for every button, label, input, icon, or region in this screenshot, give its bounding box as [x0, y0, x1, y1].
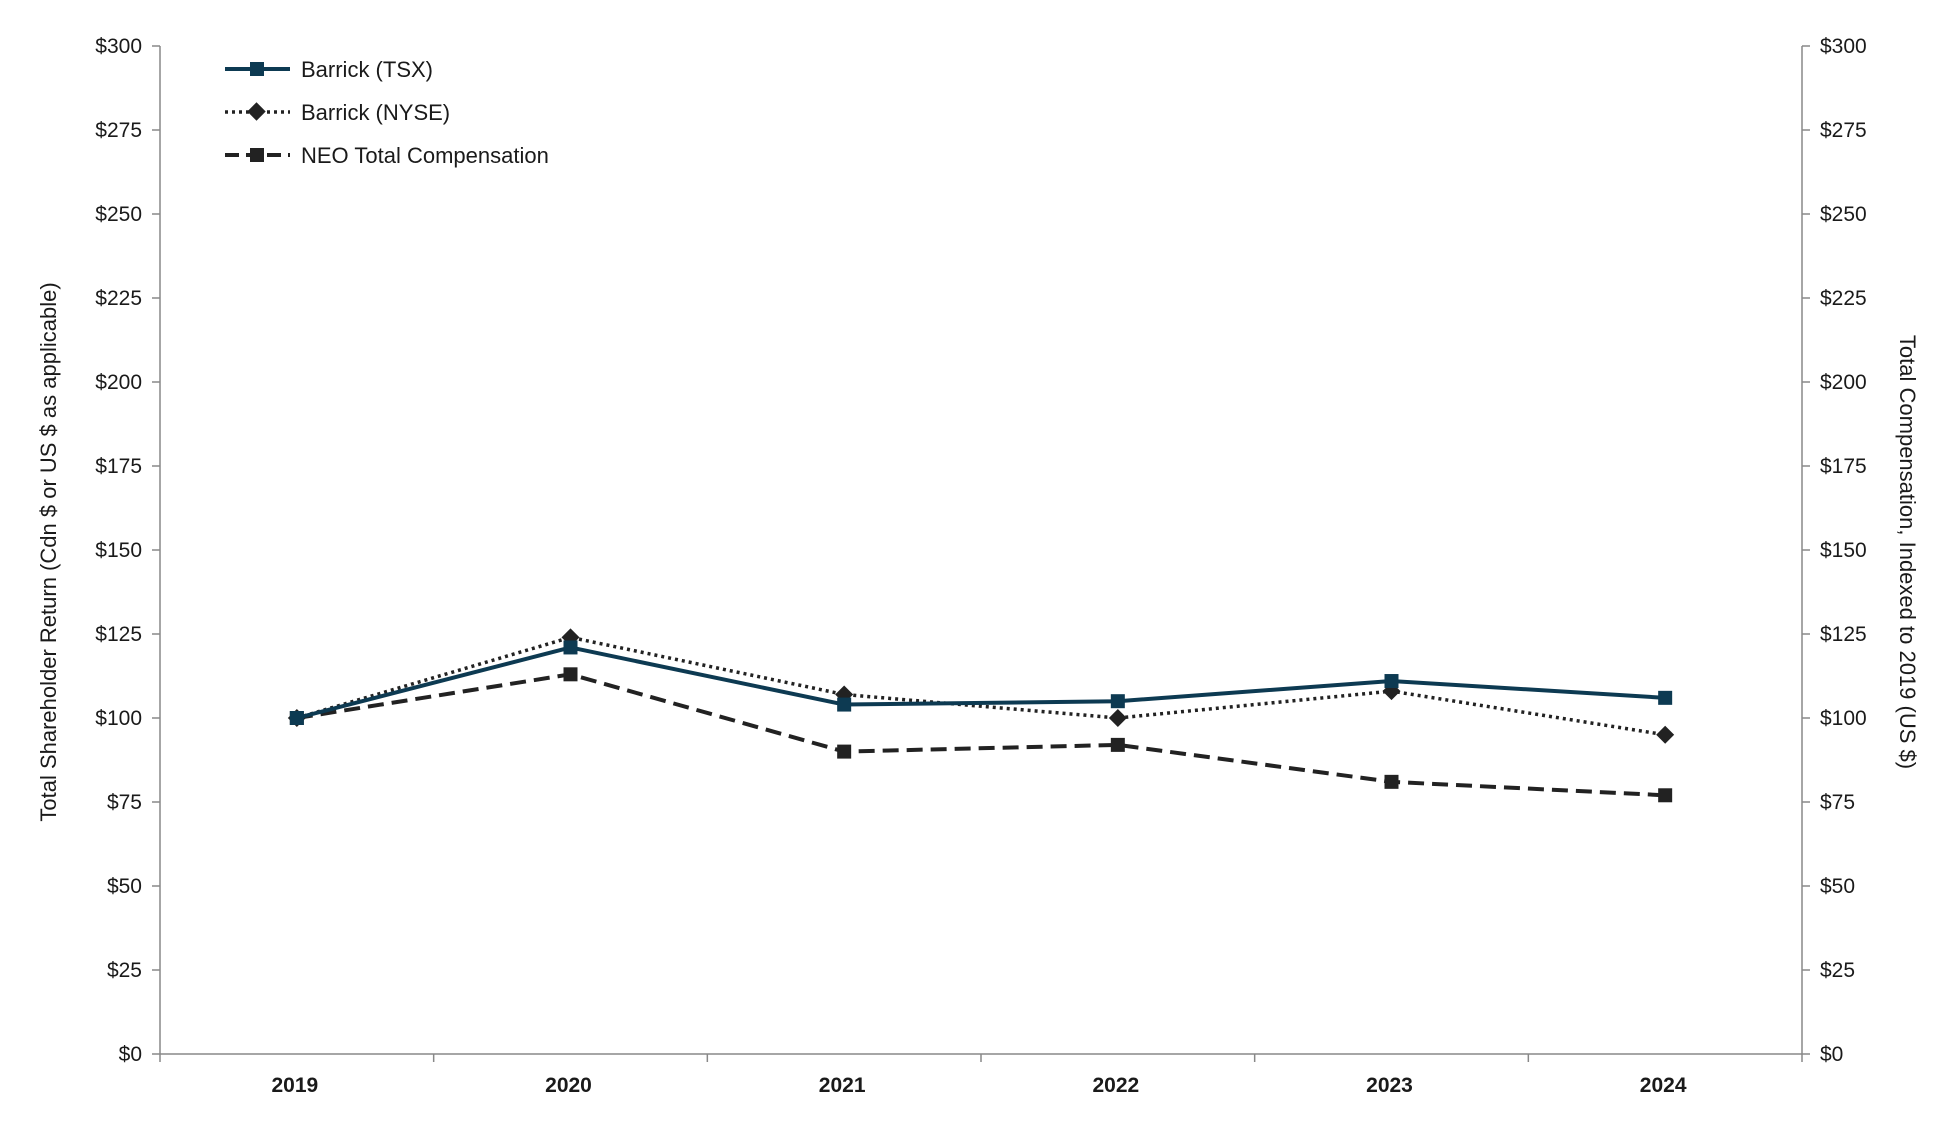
series-line-neo-total-compensation — [296, 672, 1666, 798]
series-line-barrick-nyse — [296, 635, 1666, 737]
left-tick-label: $125 — [95, 623, 142, 646]
data-point-neo-total-compensation-2020 — [563, 667, 578, 682]
left-tick-label: $25 — [107, 959, 142, 982]
x-tick-label-2024: 2024 — [1640, 1074, 1687, 1097]
x-tick-label-2019: 2019 — [271, 1074, 318, 1097]
right-tick-label: $250 — [1820, 203, 1867, 226]
left-tick-label: $250 — [95, 203, 142, 226]
right-tick-label: $300 — [1820, 35, 1867, 58]
series-line-barrick-tsx — [296, 645, 1666, 720]
left-axis-title: Total Shareholder Return (Cdn $ or US $ … — [36, 282, 61, 821]
legend-label-tsx: Barrick (TSX) — [301, 57, 433, 82]
left-tick-label: $150 — [95, 539, 142, 562]
legend: Barrick (TSX) Barrick (NYSE) NEO Total C… — [225, 57, 549, 168]
legend-marker-tsx — [250, 62, 264, 76]
data-point-barrick-tsx-2024 — [1658, 690, 1673, 705]
left-tick-label: $300 — [95, 35, 142, 58]
data-point-barrick-tsx-2023 — [1384, 674, 1399, 689]
left-tick-label: $50 — [107, 875, 142, 898]
legend-label-nyse: Barrick (NYSE) — [301, 100, 450, 125]
series-barrick-tsx — [289, 640, 1673, 725]
legend-item-nyse: Barrick (NYSE) — [225, 100, 450, 125]
legend-label-neo: NEO Total Compensation — [301, 143, 549, 168]
x-tick-label-2023: 2023 — [1366, 1074, 1413, 1097]
legend-item-neo: NEO Total Compensation — [225, 143, 549, 168]
left-y-axis-ticks: $0 $25 $50 $75 $100 $125 $150 $175 $200 $225 $250 $… — [95, 35, 160, 1066]
data-point-barrick-tsx-2020 — [563, 640, 578, 655]
data-point-neo-total-compensation-2022 — [1110, 737, 1125, 752]
left-tick-label: $0 — [119, 1043, 142, 1066]
right-axis-title: Total Compensation, Indexed to 2019 (US … — [1895, 335, 1920, 769]
series-layer — [287, 628, 1675, 803]
left-tick-label: $175 — [95, 455, 142, 478]
right-tick-label: $225 — [1820, 287, 1867, 310]
data-point-neo-total-compensation-2021 — [837, 744, 852, 759]
series-neo-total-compensation — [289, 667, 1673, 803]
left-tick-label: $275 — [95, 119, 142, 142]
right-tick-label: $100 — [1820, 707, 1867, 730]
x-tick-label-2021: 2021 — [819, 1074, 866, 1097]
data-point-neo-total-compensation-2023 — [1384, 774, 1399, 789]
data-point-barrick-tsx-2022 — [1110, 694, 1125, 709]
right-tick-label: $75 — [1820, 791, 1855, 814]
right-tick-label: $200 — [1820, 371, 1867, 394]
data-point-barrick-nyse-2024 — [1656, 725, 1675, 744]
left-tick-label: $75 — [107, 791, 142, 814]
x-tick-label-2020: 2020 — [545, 1074, 592, 1097]
right-y-axis-ticks: $0 $25 $50 $75 $100 $125 $150 $175 $200 $225 $250 $… — [1802, 35, 1867, 1066]
right-tick-label: $150 — [1820, 539, 1867, 562]
left-tick-label: $200 — [95, 371, 142, 394]
right-tick-label: $25 — [1820, 959, 1855, 982]
legend-item-tsx: Barrick (TSX) — [225, 57, 433, 82]
right-tick-label: $50 — [1820, 875, 1855, 898]
x-axis-ticks: 2019 2020 2021 2022 2023 2024 — [159, 1054, 1803, 1097]
right-tick-label: $275 — [1820, 119, 1867, 142]
legend-marker-neo — [250, 148, 264, 162]
right-tick-label: $0 — [1820, 1043, 1843, 1066]
left-tick-label: $100 — [95, 707, 142, 730]
data-point-neo-total-compensation-2024 — [1658, 788, 1673, 803]
legend-marker-nyse — [247, 102, 266, 121]
data-point-barrick-tsx-2019 — [289, 711, 304, 725]
left-tick-label: $225 — [95, 287, 142, 310]
right-tick-label: $125 — [1820, 623, 1867, 646]
right-tick-label: $175 — [1820, 455, 1867, 478]
x-tick-label-2022: 2022 — [1092, 1074, 1139, 1097]
data-point-barrick-tsx-2021 — [837, 697, 852, 712]
data-point-barrick-nyse-2022 — [1108, 709, 1127, 727]
axes — [159, 46, 1803, 1055]
